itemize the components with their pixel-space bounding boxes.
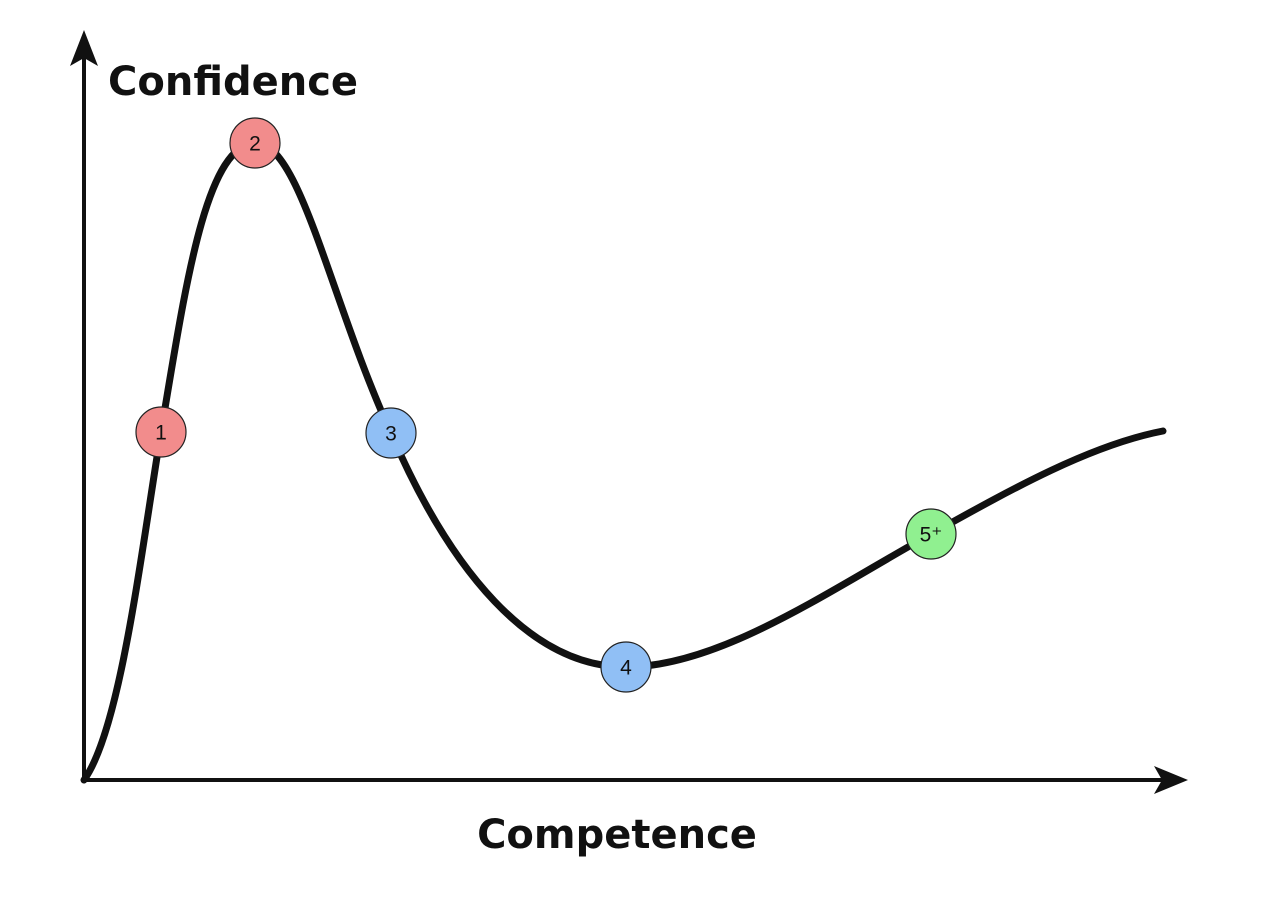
node-circle (135, 406, 187, 458)
node-circle (229, 117, 281, 169)
node-label: 4 (620, 657, 632, 680)
node: 1 (135, 406, 187, 458)
x-axis-arrow (1154, 766, 1188, 794)
node-label: 5⁺ (920, 524, 943, 547)
y-axis-arrow (70, 30, 98, 66)
y-axis-title: Confidence (108, 59, 358, 105)
node-label: 1 (155, 422, 167, 445)
x-axis-title: Competence (477, 812, 757, 858)
node: 4 (600, 641, 652, 693)
node: 2 (229, 117, 281, 169)
node-circle (600, 641, 652, 693)
node-circle (905, 508, 957, 560)
node-label: 2 (249, 133, 261, 156)
node: 5⁺ (905, 508, 957, 560)
node-circle (365, 407, 417, 459)
node-label: 3 (385, 423, 397, 446)
node: 3 (365, 407, 417, 459)
